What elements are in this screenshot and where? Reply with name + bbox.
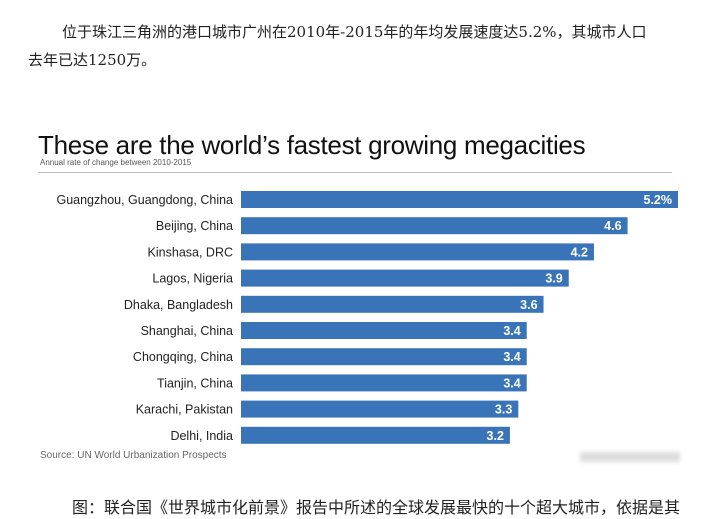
category-label: Kinshasa, DRC: [148, 245, 233, 259]
category-label: Lagos, Nigeria: [152, 272, 233, 286]
bar: [241, 295, 544, 313]
category-label: Dhaka, Bangladesh: [124, 298, 233, 312]
title-divider: [38, 172, 672, 173]
category-label: Delhi, India: [170, 429, 233, 443]
category-label: Shanghai, China: [141, 324, 233, 338]
chart-subtitle: Annual rate of change between 2010-2015: [40, 158, 192, 167]
intro-text-line2: 去年已达1250万。: [28, 51, 157, 69]
category-label: Karachi, Pakistan: [136, 403, 233, 417]
category-label: Tianjin, China: [157, 376, 233, 390]
watermark: [580, 452, 680, 462]
category-label: Chongqing, China: [133, 350, 233, 364]
value-label: 3.6: [520, 298, 537, 312]
chart-title: These are the world’s fastest growing me…: [38, 130, 586, 160]
value-label: 3.4: [503, 350, 520, 364]
intro-text-line1: 位于珠江三角洲的港口城市广州在2010年-2015年的年均发展速度达5.2%，其…: [62, 23, 647, 41]
bar: [241, 426, 510, 444]
bar: [241, 400, 519, 418]
bar: [241, 269, 569, 287]
bar: [241, 374, 527, 392]
value-label: 5.2%: [644, 193, 673, 207]
value-label: 3.9: [545, 272, 562, 286]
value-label: 4.6: [604, 219, 621, 233]
figure-caption: 图：联合国《世界城市化前景》报告中所述的全球发展最快的十个超大城市，依据是其: [72, 498, 681, 517]
bar: [241, 348, 527, 366]
category-label: Guangzhou, Guangdong, China: [56, 193, 233, 207]
value-label: 4.2: [571, 245, 588, 259]
value-label: 3.4: [503, 376, 520, 390]
category-label: Beijing, China: [156, 219, 233, 233]
bar: [241, 191, 678, 208]
value-label: 3.4: [503, 324, 520, 338]
value-label: 3.2: [487, 429, 504, 443]
bar: [241, 243, 594, 261]
bar: [241, 217, 628, 235]
chart-source: Source: UN World Urbanization Prospects: [40, 450, 227, 461]
value-label: 3.3: [495, 403, 512, 417]
bar: [241, 322, 527, 339]
